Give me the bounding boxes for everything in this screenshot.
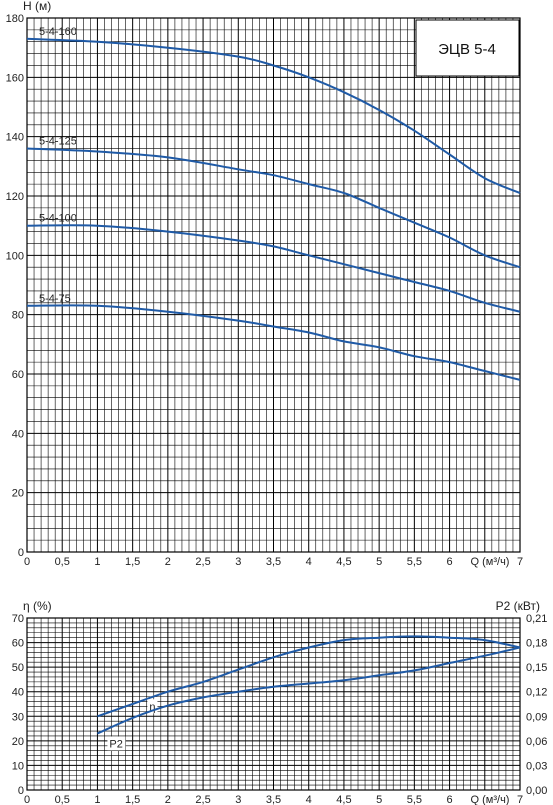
x-tick-label: 5 [376,556,382,568]
x-tick-label: 3,5 [266,556,281,568]
x-axis-label: Q (м³/ч) [471,794,510,805]
y-tick-label: 50 [12,662,24,674]
plot-frame [26,617,521,791]
series-line-5-4-100 [26,224,521,313]
y-tick-label: 20 [12,488,24,500]
y-tick-label: 140 [6,132,24,144]
y-tick-label: 180 [6,13,24,25]
x-tick-label: 3 [235,556,241,568]
x-tick-label: 0 [24,556,30,568]
x-tick-label: 5 [376,794,382,805]
series-label-5-4-125: 5-4-125 [39,136,77,148]
series-label-5-4-100: 5-4-100 [39,213,77,225]
series-label-P2: P2 [109,738,122,750]
y-axis-label: H (м) [23,0,51,13]
y-tick-label: 0 [18,785,24,797]
efficiency-power-plot: 0 0,5 1 1,5 2 2,5 3 3,5 4 4,5 5 5,5 6 Q (м³/ч) 7010203… [12,599,548,805]
x-axis-label: Q (м³/ч) [471,556,510,568]
y-tick-label: 20 [12,736,24,748]
series-label-5-4-75: 5-4-75 [39,293,71,305]
x-tick-label: 3 [235,794,241,805]
x-tick-label: 1,5 [125,794,140,805]
y2-tick-label: 0,00 [526,785,547,797]
x-tick-label: 0 [24,794,30,805]
x-tick-label: 5,5 [407,794,422,805]
y-tick-label: 60 [12,638,24,650]
x-tick-label: 6 [447,556,453,568]
y-tick-label: 40 [12,687,24,699]
y2-tick-label: 0,21 [526,613,547,625]
x-tick-label: 4 [306,794,312,805]
series-line-η [97,635,521,718]
x-tick-label: 0,5 [55,794,70,805]
y2-tick-label: 0,09 [526,711,547,723]
series-line-5-4-125 [26,147,521,269]
head-curves-plot: 0 0,5 1 1,5 2 2,5 3 3,5 4 4,5 5 5,5 6 Q (м³/ч) 7 0 20 40 6… [6,0,523,568]
y-tick-label: 160 [6,72,24,84]
x-tick-label: 1 [94,794,100,805]
y-tick-label: 0 [18,547,24,559]
model-label-box [415,19,520,77]
plot-frame [26,17,521,553]
y-tick-label: 30 [12,711,24,723]
y2-tick-label: 0,15 [526,662,547,674]
y2-axis-label: P2 (кВт) [496,599,540,613]
x-tick-label: 2,5 [195,556,210,568]
x-tick-label: 4,5 [336,794,351,805]
y2-tick-label: 0,03 [526,760,547,772]
y-axis-label: η (%) [23,599,52,613]
x-tick-label: 7 [517,794,523,805]
y-tick-label: 100 [6,250,24,262]
y-tick-label: 60 [12,369,24,381]
series-label-bg [107,736,126,751]
x-tick-label: 3,5 [266,794,281,805]
series-line-5-4-160 [26,37,521,194]
x-tick-label: 1 [94,556,100,568]
x-tick-label: 5,5 [407,556,422,568]
x-tick-label: 7 [517,556,523,568]
x-tick-label: 0,5 [55,556,70,568]
x-tick-label: 1,5 [125,556,140,568]
series-line-5-4-75 [26,304,521,381]
x-tick-label: 6 [447,794,453,805]
x-tick-label: 2 [165,794,171,805]
series-label-η: η [149,701,155,713]
y-tick-label: 40 [12,428,24,440]
x-tick-label: 4,5 [336,556,351,568]
series-label-bg [147,699,158,714]
y-tick-label: 10 [12,760,24,772]
series-label-5-4-160: 5-4-160 [39,26,77,38]
x-tick-label: 4 [306,556,312,568]
y2-tick-label: 0,06 [526,736,547,748]
series-line-P2 [96,646,521,735]
y2-tick-label: 0,18 [526,638,547,650]
y-tick-label: 120 [6,191,24,203]
y-tick-label: 80 [12,310,24,322]
x-tick-label: 2,5 [195,794,210,805]
pump-model-label: ЭЦВ 5-4 [438,41,496,58]
x-tick-label: 2 [165,556,171,568]
y2-tick-label: 0,12 [526,687,547,699]
y-tick-label: 70 [12,613,24,625]
